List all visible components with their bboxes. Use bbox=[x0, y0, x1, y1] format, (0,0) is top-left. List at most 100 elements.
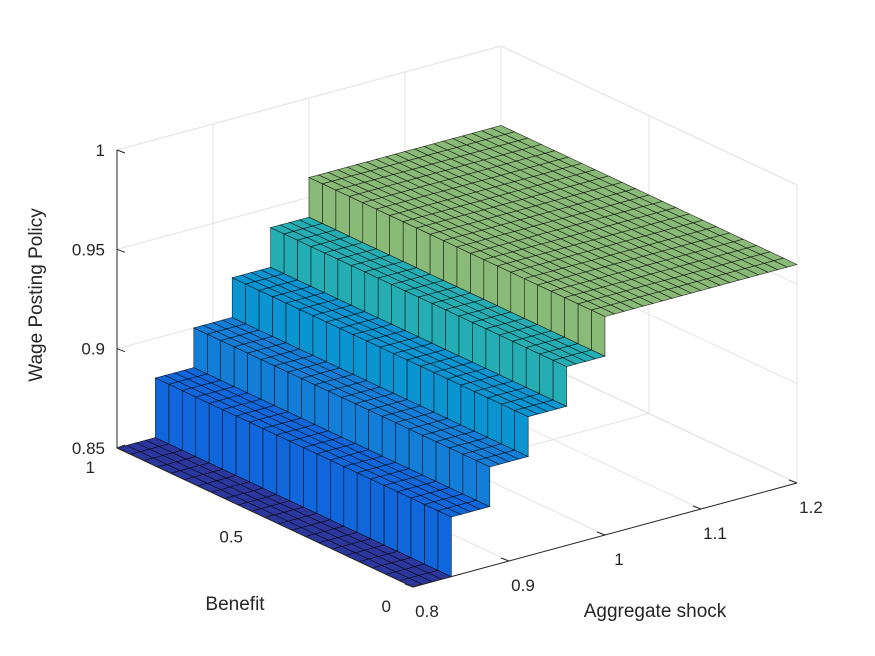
surface-riser bbox=[301, 377, 316, 425]
surface-riser bbox=[258, 289, 273, 337]
surface-riser bbox=[195, 396, 210, 464]
surface-riser bbox=[303, 447, 318, 514]
surface-riser bbox=[299, 308, 314, 356]
surface-riser bbox=[497, 265, 512, 313]
y-tick bbox=[264, 514, 274, 518]
surface-riser bbox=[220, 340, 235, 388]
surface-riser bbox=[222, 409, 237, 476]
surface-riser bbox=[377, 277, 393, 325]
surface-riser bbox=[193, 327, 208, 375]
surface-riser bbox=[577, 303, 592, 351]
surface-riser bbox=[410, 497, 425, 565]
surface-riser bbox=[312, 315, 327, 363]
surface-riser bbox=[449, 447, 464, 495]
surface-riser bbox=[406, 359, 421, 407]
surface-riser bbox=[208, 402, 223, 470]
surface-riser bbox=[431, 302, 446, 350]
x-axis-label: Aggregate shock bbox=[584, 601, 727, 622]
z-tick-label: 1 bbox=[96, 141, 105, 160]
surface-riser bbox=[552, 359, 567, 407]
surface-riser bbox=[525, 347, 541, 395]
surface-riser bbox=[314, 384, 329, 432]
surface-riser bbox=[310, 246, 325, 294]
surface-riser bbox=[327, 390, 343, 438]
surface-riser bbox=[433, 372, 448, 420]
surface-riser bbox=[475, 460, 491, 508]
surface-riser bbox=[402, 221, 417, 269]
surface-riser bbox=[514, 409, 529, 457]
surface-riser bbox=[564, 297, 579, 345]
surface-riser bbox=[456, 246, 471, 294]
surface-riser bbox=[168, 383, 183, 451]
surface-riser bbox=[350, 265, 366, 313]
surface-riser bbox=[262, 428, 277, 495]
surface-riser bbox=[510, 271, 525, 319]
surface-riser bbox=[437, 510, 452, 578]
surface-riser bbox=[352, 334, 368, 382]
surface-riser bbox=[329, 459, 345, 527]
surface-riser bbox=[445, 309, 460, 357]
surface-riser bbox=[470, 252, 485, 300]
surface-cell bbox=[773, 257, 798, 268]
surface-riser bbox=[381, 415, 396, 463]
axes-layer: 0.80.911.11.200.510.850.90.951 bbox=[72, 141, 823, 621]
x-tick-label: 1 bbox=[614, 550, 623, 569]
y-axis-label: Benefit bbox=[205, 594, 265, 615]
x-tick-label: 0.9 bbox=[511, 576, 535, 595]
x-tick bbox=[788, 479, 798, 484]
x-tick bbox=[404, 583, 414, 588]
surface-riser bbox=[591, 309, 606, 357]
z-tick-label: 0.95 bbox=[72, 240, 105, 259]
y-tick bbox=[412, 583, 422, 588]
surface-riser bbox=[550, 290, 565, 338]
surface-riser bbox=[283, 233, 298, 281]
surface-riser bbox=[420, 365, 435, 413]
surface-riser bbox=[155, 377, 170, 445]
surface-riser bbox=[539, 353, 554, 401]
surface-riser bbox=[391, 284, 406, 331]
surface-riser bbox=[326, 321, 341, 369]
surface-riser bbox=[285, 302, 300, 350]
surface-riser bbox=[366, 340, 381, 388]
surface-riser bbox=[460, 384, 475, 432]
surface-riser bbox=[458, 315, 473, 363]
surface-riser bbox=[341, 396, 356, 444]
surface-riser bbox=[354, 403, 370, 451]
surface-riser bbox=[207, 333, 221, 381]
surface-riser bbox=[349, 195, 364, 243]
surface-riser bbox=[287, 371, 302, 419]
surface-riser bbox=[339, 327, 354, 375]
surface-riser bbox=[393, 353, 408, 401]
surface-riser bbox=[474, 391, 489, 438]
surface-riser bbox=[443, 240, 458, 288]
y-tick-label: 1 bbox=[86, 458, 95, 477]
z-tick-label: 0.9 bbox=[81, 340, 105, 359]
surface-riser bbox=[308, 177, 323, 224]
x-tick bbox=[692, 505, 702, 510]
surface-riser bbox=[289, 440, 304, 508]
surface-riser bbox=[383, 484, 398, 552]
surface-riser bbox=[343, 466, 358, 533]
surface-riser bbox=[370, 478, 385, 546]
y-tick-label: 0 bbox=[382, 597, 391, 616]
x-tick-label: 1.1 bbox=[703, 524, 727, 543]
surface-riser bbox=[429, 233, 444, 281]
surface-riser bbox=[276, 434, 291, 502]
z-gridline bbox=[116, 45, 798, 186]
surface-riser bbox=[324, 252, 339, 300]
x-tick-label: 0.8 bbox=[415, 602, 439, 621]
surface-riser bbox=[422, 434, 437, 482]
surface-riser bbox=[356, 472, 372, 540]
surface-layer bbox=[116, 125, 798, 588]
x-tick-label: 1.2 bbox=[799, 498, 823, 517]
surface-riser bbox=[235, 415, 250, 483]
surface-riser bbox=[297, 239, 312, 287]
surface-riser bbox=[335, 189, 350, 237]
z-tick-label: 0.85 bbox=[72, 439, 105, 458]
surface-riser bbox=[233, 346, 248, 394]
surface-riser bbox=[416, 227, 431, 275]
surface-riser bbox=[389, 214, 404, 262]
surface-riser bbox=[245, 283, 260, 331]
surface-riser bbox=[512, 340, 527, 388]
